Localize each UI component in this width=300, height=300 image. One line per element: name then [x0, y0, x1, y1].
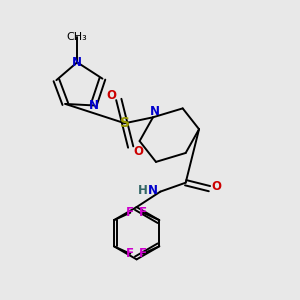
Text: N: N: [72, 56, 82, 69]
Text: N: N: [88, 99, 98, 112]
Text: F: F: [139, 206, 147, 219]
Text: O: O: [133, 145, 143, 158]
Text: N: N: [149, 105, 160, 118]
Text: CH₃: CH₃: [67, 32, 88, 42]
Text: F: F: [126, 206, 134, 219]
Text: F: F: [139, 247, 147, 260]
Text: O: O: [106, 88, 116, 101]
Text: O: O: [211, 180, 221, 193]
Text: F: F: [126, 247, 134, 260]
Text: N: N: [148, 184, 158, 196]
Text: S: S: [120, 116, 130, 130]
Text: H: H: [138, 184, 148, 196]
